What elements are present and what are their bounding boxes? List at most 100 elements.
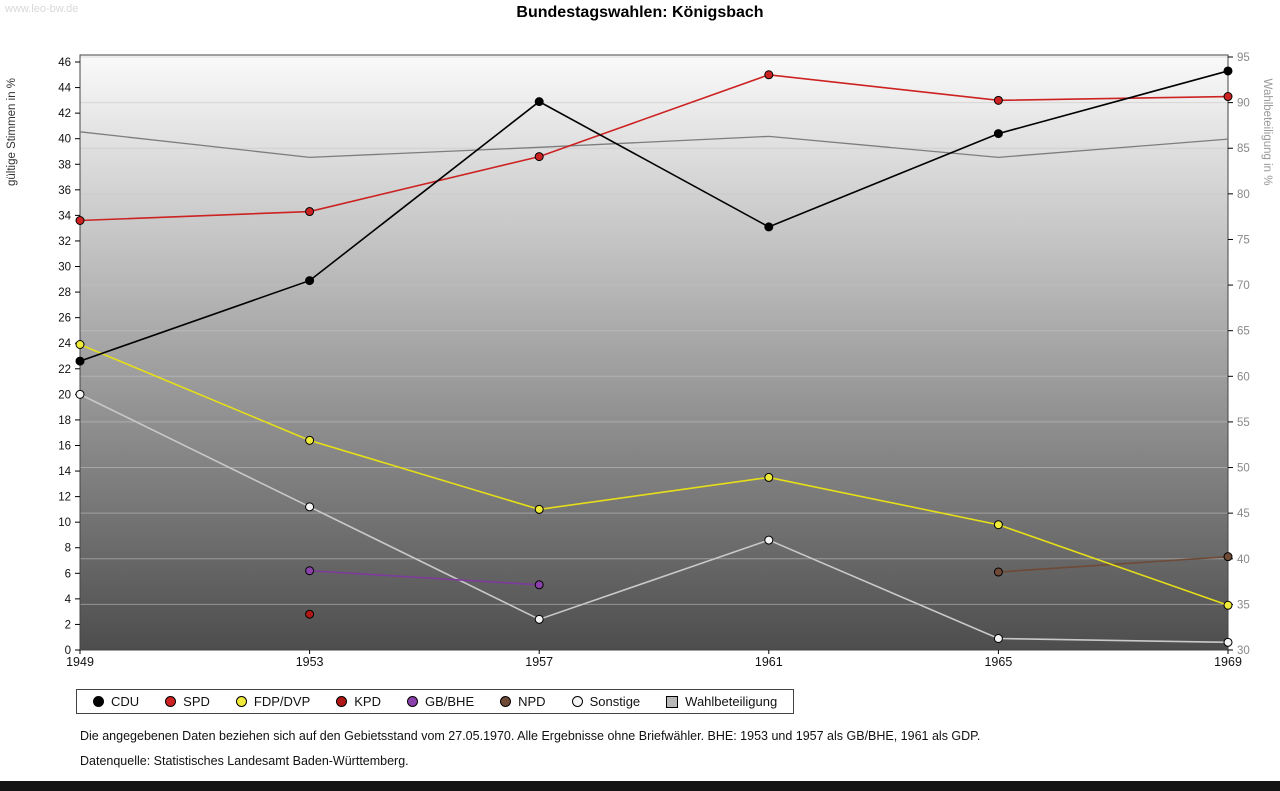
chart-title: Bundestagswahlen: Königsbach	[516, 4, 764, 21]
axis-text: 28	[58, 287, 71, 299]
series-point-spd	[1223, 92, 1233, 102]
footnote-gebietsstand: Die angegebenen Daten beziehen sich auf …	[80, 729, 981, 743]
series-point-spd	[993, 95, 1003, 105]
legend-dot-icon-gb-bhe	[406, 696, 418, 707]
legend-item-npd: NPD	[500, 694, 546, 709]
legend-label: SPD	[183, 694, 210, 709]
series-point-fdp-dvp	[993, 520, 1003, 530]
axis-text: 60	[1237, 371, 1250, 383]
legend-item-gb-bhe: GB/BHE	[406, 694, 475, 709]
axis-text: 44	[58, 83, 71, 95]
axis-text: 35	[1237, 599, 1250, 611]
legend-dot-icon-cdu	[93, 696, 104, 707]
legend-dot-icon-npd	[500, 696, 512, 707]
series-point-sonstige	[993, 633, 1003, 643]
axis-text: 42	[58, 108, 71, 120]
right-axis-title: Wahlbeteiligung in %	[1261, 79, 1273, 186]
series-point-npd	[993, 567, 1003, 577]
series-line-spd	[79, 73, 1229, 222]
footnote-datenquelle: Datenquelle: Statistisches Landesamt Bad…	[80, 754, 409, 768]
plot-border	[79, 54, 1229, 651]
plot-background	[80, 55, 1228, 650]
series-point-sonstige	[75, 389, 85, 399]
axis-text: 46	[58, 57, 71, 69]
series-line-gb-bhe	[309, 569, 540, 586]
axis-text: 18	[58, 415, 71, 427]
legend-label: NPD	[518, 694, 546, 709]
axis-text: 1953	[296, 655, 324, 669]
series-point-sonstige	[764, 535, 774, 545]
axis-text: 1969	[1214, 655, 1242, 669]
axis-text: 34	[58, 210, 71, 222]
axis-text: 26	[58, 313, 71, 325]
axis-text: 30	[58, 262, 71, 274]
series-point-cdu	[75, 356, 85, 366]
legend-label: GB/BHE	[424, 694, 475, 709]
axis-text: 20	[58, 389, 71, 401]
series-point-npd	[1223, 552, 1233, 562]
legend-dot-icon-kpd	[336, 696, 348, 707]
series-point-spd	[305, 207, 315, 217]
axis-text: 1957	[525, 655, 553, 669]
axis-text: 50	[1237, 463, 1250, 475]
axis-text: 16	[58, 440, 71, 452]
legend-label: Wahlbeteiligung	[685, 694, 778, 709]
legend-item-kpd: KPD	[336, 694, 381, 709]
axis-text: 8	[65, 543, 71, 555]
series-line-wahlbeteiligung	[79, 131, 1229, 159]
series-point-sonstige	[305, 502, 315, 512]
left-axis-title: gültige Stimmen in %	[6, 78, 18, 186]
axis-text: 40	[58, 134, 71, 146]
axis-text: 22	[58, 364, 71, 376]
legend-label: CDU	[111, 694, 140, 709]
axis-text: 45	[1237, 508, 1250, 520]
axis-text: 2	[65, 619, 71, 631]
series-point-cdu	[1223, 66, 1233, 76]
watermark: www.leo-bw.de	[5, 3, 79, 15]
axis-text: 0	[65, 645, 71, 657]
axis-text: 85	[1237, 143, 1250, 155]
axis-text: 95	[1237, 52, 1250, 64]
axis-text: 4	[65, 594, 72, 606]
axis-text: 6	[65, 568, 71, 580]
axis-text: 55	[1237, 417, 1250, 429]
legend-item-sonstige: Sonstige	[571, 694, 641, 709]
bottom-bar	[0, 781, 1280, 791]
series-point-fdp-dvp	[534, 504, 544, 514]
chart-plot: 0246810121416182022242628303234363840424…	[6, 52, 1273, 669]
legend-item-wahlbeteiligung: Wahlbeteiligung	[666, 694, 777, 709]
series-point-cdu	[534, 97, 544, 107]
legend-dot-icon-fdp-dvp	[235, 696, 247, 707]
axis-text: 1961	[755, 655, 783, 669]
legend-item-fdp-dvp: FDP/DVP	[235, 694, 311, 709]
series-point-spd	[75, 216, 85, 226]
legend-dot-icon-sonstige	[571, 696, 583, 707]
series-point-gb-bhe	[305, 566, 315, 576]
series-point-fdp-dvp	[764, 472, 774, 482]
axis-text: 38	[58, 159, 71, 171]
chart-legend: CDU SPD FDP/DVP KPD GB/BHE NPD Sonstige Wahlbet…	[76, 689, 795, 714]
axis-text: 40	[1237, 554, 1250, 566]
axis-text: 1965	[984, 655, 1012, 669]
axis-text: 90	[1237, 98, 1250, 110]
series-line-cdu	[79, 70, 1229, 362]
series-point-fdp-dvp	[75, 339, 85, 349]
axis-text: 75	[1237, 234, 1250, 246]
axis-text: 32	[58, 236, 71, 248]
axis-text: 14	[58, 466, 71, 478]
series-point-fdp-dvp	[1223, 600, 1233, 610]
legend-label: KPD	[354, 694, 381, 709]
legend-item-spd: SPD	[165, 694, 210, 709]
axis-text: 10	[58, 517, 71, 529]
axis-text: 24	[58, 338, 71, 350]
legend-label: FDP/DVP	[253, 694, 311, 709]
legend-label: Sonstige	[589, 694, 641, 709]
series-point-spd	[764, 70, 774, 80]
series-point-gb-bhe	[534, 580, 544, 590]
series-point-spd	[534, 152, 544, 162]
axis-text: 12	[58, 492, 71, 504]
axis-text: 65	[1237, 326, 1250, 338]
legend-dot-icon-spd	[165, 696, 177, 707]
series-line-fdp-dvp	[79, 343, 1229, 607]
series-point-kpd	[305, 609, 315, 619]
